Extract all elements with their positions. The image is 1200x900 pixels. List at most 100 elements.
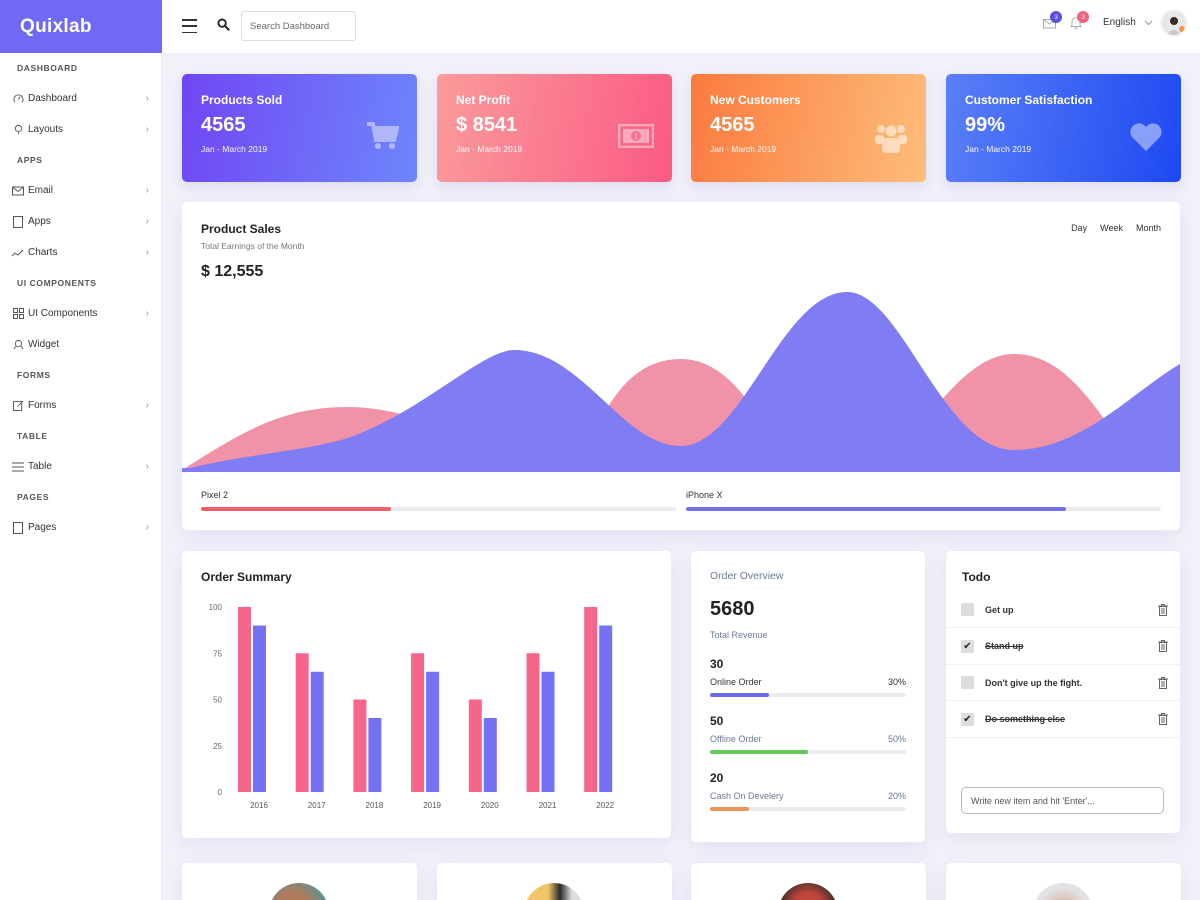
todo-checkbox[interactable]: ✔: [961, 639, 974, 653]
sidebar-section-header: APPS: [17, 155, 43, 165]
todo-item: Get up: [946, 592, 1180, 628]
sidebar-item-ui-components[interactable]: UI Components ›: [0, 298, 161, 329]
sidebar-section-header: TABLE: [17, 431, 48, 441]
bar: [526, 653, 540, 792]
profile-avatar: [778, 883, 838, 900]
range-tab-day[interactable]: Day: [1071, 223, 1088, 233]
new-todo-input[interactable]: [961, 787, 1164, 814]
bar: [310, 671, 324, 792]
sidebar-item-label: Widget: [28, 339, 60, 350]
sidebar-section-header: FORMS: [17, 370, 51, 380]
profile-card: [182, 863, 417, 900]
notification-badge: 3: [1077, 11, 1089, 23]
total-revenue-value: 5680: [710, 598, 755, 620]
stat-period: Jan - March 2019: [965, 144, 1032, 154]
y-tick-label: 0: [218, 788, 223, 797]
sidebar-item-layouts[interactable]: Layouts ›: [0, 114, 161, 145]
user-avatar[interactable]: [1160, 9, 1188, 37]
stat-card-net-profit: Net Profit $ 8541 Jan - March 2019 1: [437, 74, 672, 182]
topbar: 3 3 English: [162, 0, 1200, 53]
sidebar-item-apps[interactable]: Apps ›: [0, 206, 161, 237]
profile-avatar: [269, 883, 329, 900]
order-percent: 30%: [887, 677, 906, 687]
search-input[interactable]: [241, 11, 356, 41]
product-sales-card: Product Sales Total Earnings of the Mont…: [182, 202, 1180, 530]
notification-button[interactable]: 3: [1070, 11, 1089, 30]
card-subtitle: Total Earnings of the Month: [201, 241, 305, 251]
order-label: Online Order: [710, 677, 762, 687]
order-percent: 50%: [887, 734, 906, 744]
range-tab-month[interactable]: Month: [1135, 223, 1161, 233]
stat-value: 4565: [201, 114, 246, 136]
cart-icon: [367, 122, 399, 149]
sidebar-item-widget[interactable]: Widget: [0, 329, 161, 360]
order-progress-track: [710, 807, 906, 811]
trash-icon[interactable]: [1158, 676, 1168, 689]
bar: [353, 699, 367, 792]
menu-icon[interactable]: [182, 19, 197, 33]
trash-icon[interactable]: [1158, 640, 1168, 652]
order-overview-item: 20 Cash On Develery 20%: [710, 771, 906, 811]
chevron-down-icon: [1144, 20, 1153, 25]
x-tick-label: 2019: [423, 801, 441, 810]
order-overview-item: 30 Online Order 30%: [710, 657, 906, 697]
range-tab-week[interactable]: Week: [1100, 223, 1123, 233]
sidebar-item-pages[interactable]: Pages ›: [0, 512, 161, 543]
todo-checkbox[interactable]: ✔: [961, 712, 974, 726]
envelope-icon: [12, 185, 24, 197]
stat-period: Jan - March 2019: [201, 144, 268, 154]
sidebar: DASHBOARD Dashboard › Layouts › APPS Emai…: [0, 53, 162, 900]
sidebar-item-table[interactable]: Table ›: [0, 451, 161, 482]
sidebar-item-label: Charts: [28, 247, 58, 258]
bar: [483, 718, 497, 792]
badge-icon: [12, 339, 24, 351]
chevron-right-icon: ›: [145, 400, 149, 411]
trash-icon[interactable]: [1158, 713, 1168, 725]
sidebar-item-label: Table: [28, 461, 52, 472]
users-icon: [875, 125, 907, 153]
language-selector[interactable]: English: [1103, 17, 1153, 28]
brand-logo[interactable]: Quixlab: [0, 0, 162, 53]
stat-title: Products Sold: [201, 93, 283, 107]
sidebar-item-dashboard[interactable]: Dashboard ›: [0, 83, 161, 114]
stat-card-customer-satisfaction: Customer Satisfaction 99% Jan - March 20…: [946, 74, 1181, 182]
stat-title: Net Profit: [456, 93, 510, 107]
x-tick-label: 2016: [250, 801, 268, 810]
todo-checkbox[interactable]: [961, 603, 974, 616]
total-revenue-label: Total Revenue: [710, 630, 768, 640]
bar: [541, 671, 555, 792]
mail-button[interactable]: 3: [1043, 11, 1062, 30]
y-tick-label: 100: [209, 603, 223, 612]
todo-item: ✔ Do something else: [946, 702, 1180, 738]
todo-checkbox[interactable]: [961, 676, 974, 689]
chevron-right-icon: ›: [145, 185, 149, 196]
sidebar-item-forms[interactable]: Forms ›: [0, 390, 161, 421]
order-progress-track: [710, 693, 906, 697]
stat-card-products-sold: Products Sold 4565 Jan - March 2019: [182, 74, 417, 182]
y-tick-label: 75: [213, 649, 222, 658]
progress-label-iphonex: iPhone X: [686, 490, 723, 500]
todo-item: ✔ Stand up: [946, 629, 1180, 665]
todo-text: Get up: [985, 604, 1014, 615]
stat-value: 4565: [710, 114, 755, 136]
chevron-right-icon: ›: [145, 461, 149, 472]
progress-label-pixel2: Pixel 2: [201, 490, 229, 500]
sidebar-item-email[interactable]: Email ›: [0, 175, 161, 206]
sidebar-item-charts[interactable]: Charts ›: [0, 237, 161, 268]
order-progress-track: [710, 750, 906, 754]
note-icon: [12, 215, 24, 228]
x-tick-label: 2018: [366, 801, 384, 810]
trash-icon[interactable]: [1158, 603, 1168, 616]
search-icon[interactable]: [217, 18, 230, 31]
card-title: Order Overview: [710, 570, 784, 582]
stat-value: $ 8541: [456, 114, 518, 136]
profile-avatar: [524, 883, 584, 900]
order-percent: 20%: [887, 791, 906, 801]
bar: [238, 607, 251, 792]
progress-fill-pixel2: [201, 507, 391, 511]
progress-fill-iphonex: [686, 507, 1066, 511]
stat-card-new-customers: New Customers 4565 Jan - March 2019: [691, 74, 926, 182]
stat-title: Customer Satisfaction: [965, 93, 1093, 107]
card-title: Todo: [962, 570, 991, 584]
profile-avatar: [1033, 883, 1093, 900]
